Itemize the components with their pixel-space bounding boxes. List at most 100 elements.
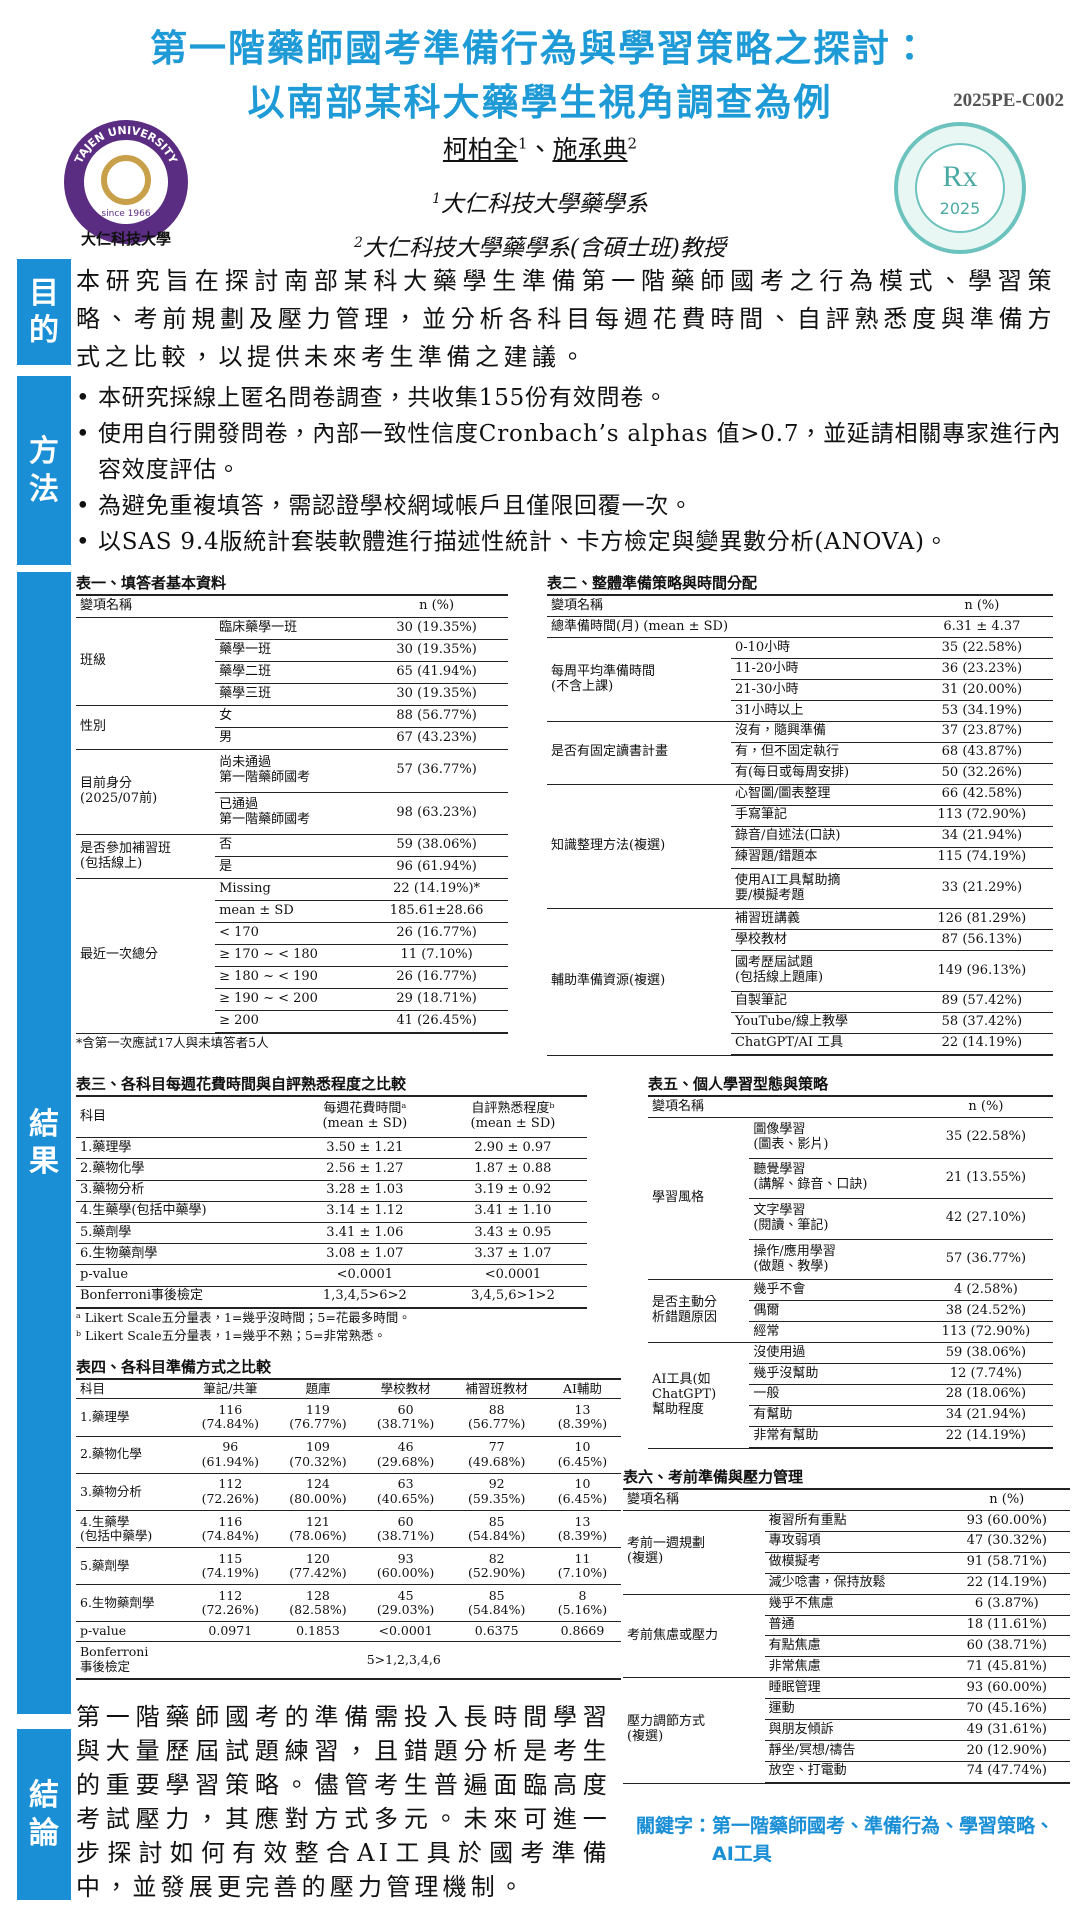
- cell-value: 93 (60.00%): [943, 1510, 1070, 1532]
- cell-value: 120 (77.42%): [274, 1547, 362, 1586]
- cell-value: 3.08 ± 1.07: [290, 1243, 439, 1266]
- table-note: ᵇ Likert Scale五分量表，1=幾乎不熟；5=非常熟悉。: [76, 1328, 386, 1343]
- row-label: 3.藥物分析: [76, 1180, 291, 1202]
- purpose-text: 本研究旨在探討南部某科大藥學生準備第一階藥師國考之行為模式、學習策略、考前規劃及…: [76, 267, 1056, 371]
- cell-value: 6.31 ± 4.37: [910, 616, 1053, 639]
- table-row: 3.藥物分析 112 (72.26%) 124 (80.00%) 63 (40.65%…: [76, 1473, 621, 1511]
- cell-value: 57 (36.77%): [918, 1239, 1053, 1281]
- cell-value: 30 (19.35%): [365, 617, 508, 641]
- item-label: 11-20小時: [730, 658, 911, 681]
- row-label: 6.生物藥劑學: [76, 1243, 291, 1266]
- cell-value: 0.8669: [543, 1621, 621, 1642]
- column-header: n (%): [943, 1488, 1070, 1512]
- cell-value: 10 (6.45%): [543, 1473, 621, 1511]
- item-label: 國考歷屆試題 (包括線上題庫): [730, 950, 911, 992]
- column-header: 題庫: [274, 1378, 362, 1400]
- cell-value: 60 (38.71%): [943, 1635, 1070, 1658]
- column-header: AI輔助: [543, 1378, 621, 1400]
- item-label: 否: [215, 834, 366, 858]
- cell-value: 45 (29.03%): [361, 1584, 450, 1623]
- table-row: 有幫助 34 (21.94%): [648, 1405, 1053, 1427]
- row-label: 1.藥理學: [76, 1398, 187, 1437]
- item-label: 有幫助: [749, 1405, 919, 1427]
- table-row: 藥學三班 30 (19.35%): [76, 683, 508, 707]
- item-label: ≥ 200: [215, 1010, 366, 1034]
- item-label: 手寫筆記: [730, 805, 911, 827]
- header-row: 科目 筆記/共筆 題庫 學校教材 補習班教材 AI輔助: [76, 1378, 621, 1400]
- item-label: 31小時以上: [730, 700, 911, 722]
- item-label: 有點焦慮: [764, 1635, 944, 1658]
- logo-since: since 1966: [101, 209, 150, 219]
- table-row: 操作/應用學習 (做題、教學) 57 (36.77%): [648, 1239, 1053, 1281]
- cell-value: 47 (30.32%): [943, 1531, 1070, 1553]
- item-label: 學校教材: [730, 929, 911, 952]
- affiliation-sup: 2: [354, 234, 363, 251]
- header-row: 變項名稱 n (%): [648, 1095, 1053, 1119]
- row-label: 2.藥物化學: [76, 1158, 291, 1181]
- header-row: 變項名稱 n (%): [547, 594, 1053, 618]
- item-label: Missing: [215, 878, 366, 901]
- cell-value: 22 (14.19%): [943, 1573, 1070, 1595]
- table-row: 知識整理方法(複選) 心智圖/圖表整理 66 (42.58%): [547, 784, 1053, 910]
- cell-value: 26 (16.77%): [365, 966, 508, 989]
- item-label: 放空、打電動: [764, 1761, 944, 1784]
- table-row: ≥ 170 ~ < 180 11 (7.10%): [76, 944, 508, 967]
- table-row: 靜坐/冥想/禱告 20 (12.90%): [623, 1740, 1070, 1762]
- cell-value: 41 (26.45%): [365, 1010, 508, 1034]
- item-label: YouTube/線上教學: [730, 1012, 911, 1034]
- cell-value: 115 (74.19%): [186, 1547, 275, 1586]
- table-row: 21-30小時 31 (20.00%): [547, 679, 1053, 701]
- table-block: 表四、各科目準備方式之比較 科目 筆記/共筆 題庫 學校教材 補習班教材 AI輔助 1.藥理學…: [76, 1356, 621, 1680]
- cell-value: 53 (34.19%): [910, 700, 1053, 722]
- group-label: 每周平均準備時間 (不含上課): [547, 637, 731, 722]
- cell-value: 68 (43.87%): [910, 742, 1053, 764]
- item-label: 尚未通過 第一階藥師國考: [215, 749, 366, 793]
- table-title: 表六、考前準備與壓力管理: [623, 1468, 804, 1486]
- group-label: 是否主動分 析錯題原因: [648, 1279, 750, 1344]
- row-label: 4.生藥學(包括中藥學): [76, 1201, 291, 1223]
- keywords-label: 關鍵字：: [636, 1815, 713, 1837]
- table-row: 總準備時間(月) (mean ± SD) 6.31 ± 4.37: [547, 616, 1053, 639]
- table-row: 每周平均準備時間 (不含上課) 0-10小時 35 (22.58%): [547, 637, 1053, 722]
- column-header: 每週花費時間ᵃ (mean ± SD): [290, 1095, 439, 1139]
- table-row: 是否主動分 析錯題原因 幾乎不會 4 (2.58%): [648, 1279, 1053, 1344]
- item-label: 聽覺學習 (講解、錄音、口訣): [749, 1158, 919, 1200]
- table-row: 2.藥物化學 96 (61.94%) 109 (70.32%) 46 (29.68%)…: [76, 1436, 621, 1474]
- item-label: 補習班講義: [730, 908, 911, 931]
- item-label: 0-10小時: [730, 637, 911, 660]
- cell-value: 74 (47.74%): [943, 1761, 1070, 1784]
- table-note: ᵃ Likert Scale五分量表，1=幾乎沒時間；5=花最多時間。: [76, 1310, 411, 1325]
- table-row: 經常 113 (72.90%): [648, 1321, 1053, 1344]
- cell-value: 89 (57.42%): [910, 991, 1053, 1013]
- data-table: 變項名稱 n (%) 考前一週規劃 (複選) 複習所有重點 93 (60.00%) 專攻弱…: [623, 1488, 1070, 1784]
- cell-value: 70 (45.16%): [943, 1698, 1070, 1721]
- item-label: 非常有幫助: [749, 1426, 919, 1449]
- cell-value: 124 (80.00%): [274, 1473, 362, 1511]
- cell-value: 10 (6.45%): [543, 1436, 621, 1474]
- table-block: 表二、整體準備策略與時間分配 變項名稱 n (%) 總準備時間(月) (mean ± …: [547, 572, 1053, 1056]
- item-label: 臨床藥學一班: [215, 617, 366, 641]
- cell-value: 115 (74.19%): [910, 847, 1053, 869]
- conclusion-text: 第一階藥師國考的準備需投入長時間學習與大量歷屆試題練習，且錯題分析是考生的重要學…: [76, 1703, 611, 1901]
- item-label: ChatGPT/AI 工具: [730, 1033, 911, 1056]
- cell-value: 59 (38.06%): [365, 834, 508, 858]
- cell-value: 57 (36.77%): [365, 749, 508, 793]
- item-label: 藥學二班: [215, 661, 366, 685]
- row-label: Bonferroni 事後檢定: [76, 1641, 187, 1680]
- table-row: 文字學習 (閱讀、筆記) 42 (27.10%): [648, 1198, 1053, 1240]
- data-table: 變項名稱 n (%) 班級 臨床藥學一班 30 (19.35%) 藥學一班 30 (19.3…: [76, 594, 508, 1034]
- cell-value: 96 (61.94%): [365, 856, 508, 879]
- cell-value: 11 (7.10%): [365, 944, 508, 967]
- table-row: 自製筆記 89 (57.42%): [547, 991, 1053, 1013]
- cell-value: 67 (43.23%): [365, 727, 508, 750]
- cell-value: 0.1853: [274, 1621, 362, 1642]
- cell-value: 6 (3.87%): [943, 1594, 1070, 1616]
- cell-value: 4 (2.58%): [918, 1279, 1053, 1302]
- row-label: 3.藥物分析: [76, 1473, 187, 1511]
- table-row: 男 67 (43.23%): [76, 727, 508, 750]
- cell-value: 113 (72.90%): [918, 1321, 1053, 1344]
- cell-value: 2.56 ± 1.27: [290, 1158, 439, 1181]
- table-row: 做模擬考 91 (58.71%): [623, 1552, 1070, 1574]
- item-label: 操作/應用學習 (做題、教學): [749, 1239, 919, 1281]
